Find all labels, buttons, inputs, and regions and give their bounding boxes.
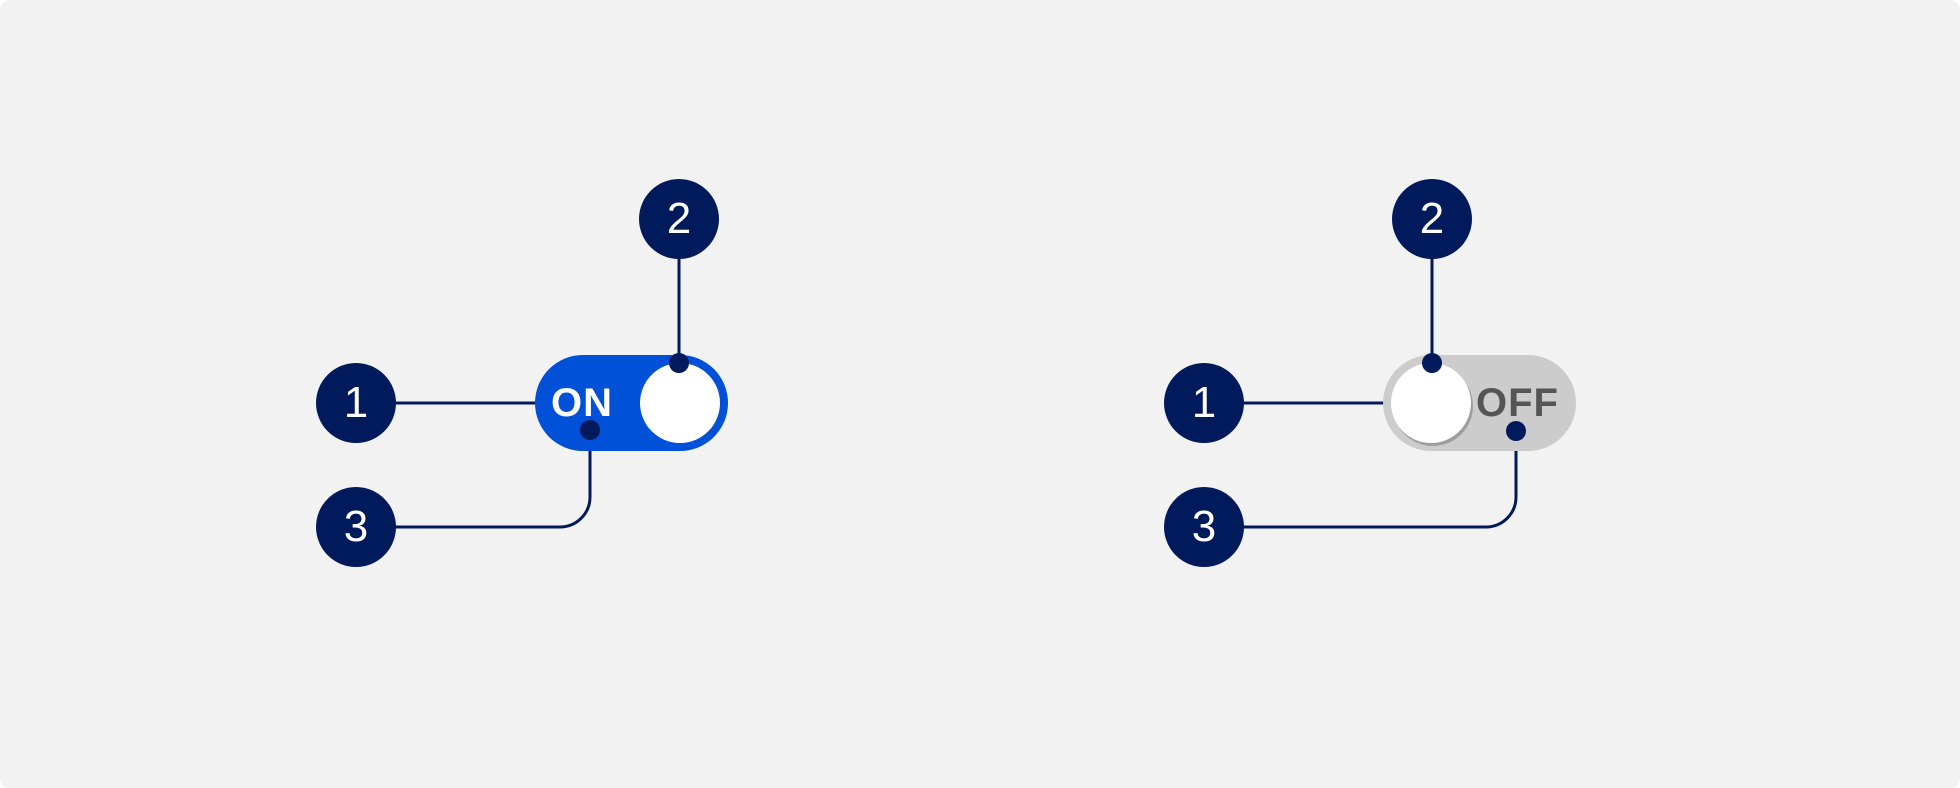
anchor-dot-on-2	[669, 353, 689, 373]
anchor-dot-off-2	[1422, 353, 1442, 373]
callout-badge-on-3: 3	[316, 487, 396, 567]
callout-badge-off-2: 2	[1392, 179, 1472, 259]
leader-line-on-3	[395, 431, 592, 529]
callout-badge-off-1: 1	[1164, 363, 1244, 443]
anchor-dot-off-3	[1506, 421, 1526, 441]
leader-line-off-3	[1243, 431, 1518, 529]
callout-badge-on-1: 1	[316, 363, 396, 443]
toggle-switch-off[interactable]: OFF	[1383, 355, 1576, 451]
switch-thumb-on[interactable]	[640, 363, 720, 443]
toggle-switch-on[interactable]: ON	[535, 355, 728, 451]
switch-label-off: OFF	[1476, 381, 1559, 425]
callout-badge-off-3: 3	[1164, 487, 1244, 567]
switch-thumb-off[interactable]	[1391, 363, 1471, 443]
callout-badge-on-2: 2	[639, 179, 719, 259]
anchor-dot-on-3	[580, 420, 600, 440]
switch-label-on: ON	[551, 381, 613, 425]
